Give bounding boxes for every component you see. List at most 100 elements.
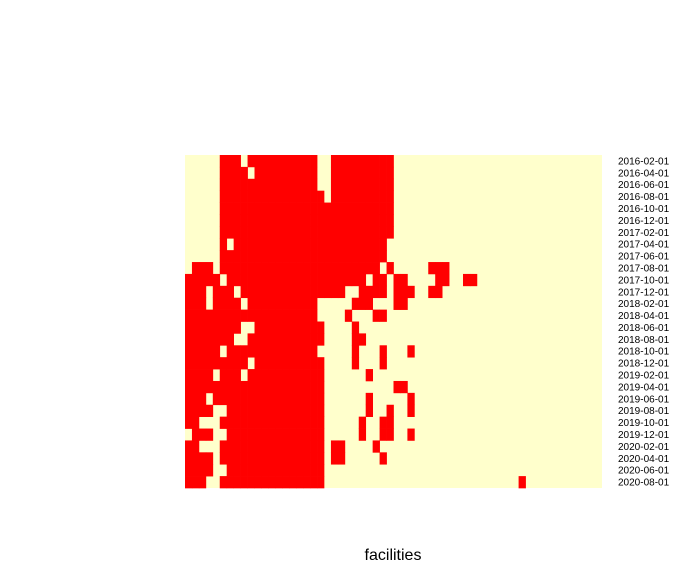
heatmap-cell (386, 202, 394, 215)
heatmap-cell (240, 392, 248, 406)
heatmap-cell (268, 392, 276, 406)
heatmap-cell (275, 273, 283, 287)
heatmap-cell (317, 321, 325, 334)
heatmap-cell (317, 476, 325, 489)
heatmap-cell (226, 452, 234, 465)
heatmap-cell (351, 226, 360, 239)
heatmap-cell (324, 250, 332, 263)
heatmap-cell (205, 464, 214, 477)
heatmap-cell (212, 309, 221, 322)
heatmap-cell (219, 357, 228, 370)
heatmap-cell (205, 321, 214, 334)
row-tick-labels: 2016-02-012016-04-012016-06-012016-08-01… (618, 156, 670, 488)
heatmap-cell (254, 476, 262, 489)
heatmap-cell (303, 202, 311, 215)
heatmap-cell (219, 262, 228, 275)
heatmap-cell (233, 166, 241, 180)
heatmap-cell (337, 285, 346, 299)
heatmap-cell (198, 309, 207, 322)
heatmap-cell (358, 250, 367, 263)
heatmap-cell (233, 155, 241, 168)
heatmap-cell (254, 285, 262, 299)
heatmap-cell (428, 285, 436, 299)
heatmap-cell (324, 273, 332, 287)
heatmap-cell (268, 273, 276, 287)
heatmap-cell (372, 273, 380, 287)
heatmap-cell (379, 285, 387, 299)
heatmap-cell (379, 190, 387, 203)
heatmap-cell (351, 321, 360, 334)
heatmap-cell (226, 392, 234, 406)
heatmap-cell (240, 226, 248, 239)
heatmap-cell (310, 262, 318, 275)
heatmap-cell (198, 380, 207, 394)
heatmap-cell (296, 476, 304, 489)
heatmap-cell (365, 238, 373, 251)
heatmap-cell (289, 202, 297, 215)
heatmap-cell (317, 380, 325, 394)
heatmap-cell (275, 476, 283, 489)
heatmap-cell (191, 380, 200, 394)
heatmap-cell (233, 476, 241, 489)
heatmap-cell (226, 285, 234, 299)
heatmap-cell (351, 214, 360, 227)
heatmap-cell (268, 345, 276, 358)
heatmap-cell (337, 202, 346, 215)
heatmap-cell (289, 333, 297, 346)
heatmap-cell (296, 226, 304, 239)
heatmap-cell (191, 416, 200, 429)
heatmap-cell (219, 416, 228, 429)
heatmap-cell (324, 226, 332, 239)
heatmap-cell (240, 178, 248, 192)
heatmap-cell (233, 238, 241, 251)
heatmap-cell (351, 202, 360, 215)
heatmap-cell (303, 238, 311, 251)
heatmap-cell (289, 297, 297, 310)
heatmap-cell (296, 250, 304, 263)
row-tick-label: 2016-06-01 (618, 180, 670, 191)
heatmap-cell (303, 309, 311, 322)
heatmap-cell (296, 214, 304, 227)
heatmap-cell (282, 250, 290, 263)
heatmap-cell (268, 440, 276, 453)
heatmap-cell (219, 476, 228, 489)
heatmap-cell (289, 250, 297, 263)
heatmap-cell (191, 309, 200, 322)
heatmap-cell (261, 262, 269, 275)
heatmap-cell (303, 190, 311, 203)
heatmap-cell (226, 404, 234, 417)
heatmap-cell (303, 226, 311, 239)
heatmap-cell (296, 416, 304, 429)
row-tick-label: 2016-10-01 (618, 204, 670, 215)
heatmap-cell (282, 285, 290, 299)
heatmap-cell (268, 190, 276, 203)
heatmap-cell (386, 416, 394, 429)
heatmap-cell (337, 214, 346, 227)
heatmap-cell (303, 155, 311, 168)
heatmap-cell (268, 226, 276, 239)
heatmap-cell (296, 404, 304, 417)
heatmap-cell (358, 262, 367, 275)
heatmap-cell (240, 238, 248, 251)
heatmap-cell (226, 416, 234, 429)
heatmap-cell (358, 285, 367, 299)
heatmap-cell (226, 273, 234, 287)
heatmap-cell (254, 273, 262, 287)
heatmap-cell (198, 321, 207, 334)
heatmap-cell (198, 369, 207, 382)
heatmap-cell (330, 202, 339, 215)
heatmap-cell (205, 309, 214, 322)
heatmap-cell (317, 226, 325, 239)
heatmap-cell (330, 238, 339, 251)
heatmap-cell (198, 357, 207, 370)
heatmap-cell (268, 404, 276, 417)
heatmap-cell (212, 345, 221, 358)
row-tick-label: 2017-10-01 (618, 275, 670, 286)
heatmap-cell (233, 464, 241, 477)
heatmap-cell (372, 440, 380, 453)
heatmap-cell (303, 428, 311, 441)
heatmap-cell (247, 416, 255, 429)
heatmap-cell (275, 369, 283, 382)
heatmap-cell (282, 428, 290, 441)
heatmap-cell (268, 357, 276, 370)
